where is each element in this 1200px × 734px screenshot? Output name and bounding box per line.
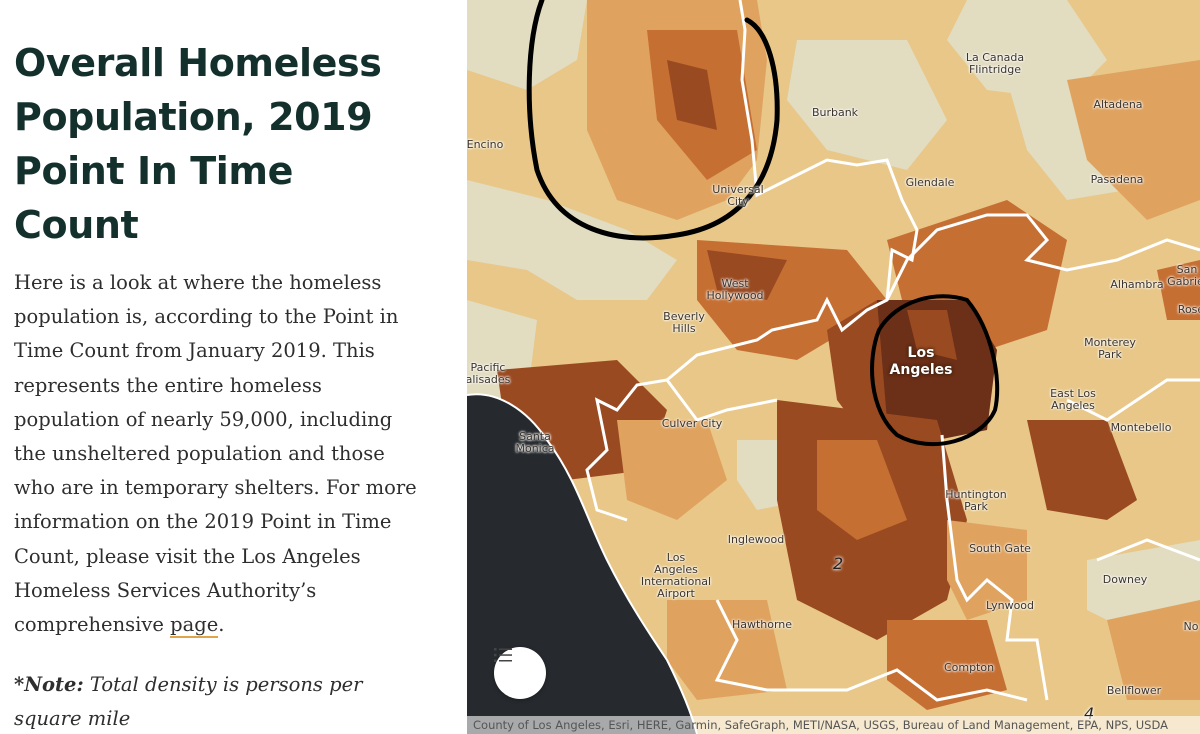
description-end: . [218,613,225,637]
story-sidebar: Overall Homeless Population, 2019 Point … [0,0,467,734]
district-boundary [1096,538,1200,562]
tract-mid [1067,60,1200,220]
marker-circle-valley [526,0,780,241]
place-lax: Los Angeles International Airport [640,551,712,600]
district-label-2: 2 [833,554,844,573]
tract-darker [907,310,957,360]
note-paragraph: *Note: Total density is persons per squa… [14,668,427,734]
district-boundary [665,379,778,422]
district-label-4: 4 [1084,704,1095,723]
note-text: Total density is persons per square mile [14,673,363,731]
tract-mid [1107,600,1200,700]
tract-darker [707,250,787,300]
place-santa-monica: Santa Monica [515,430,555,455]
map-attribution: County of Los Angeles, Esri, HERE, Garmi… [467,716,1200,734]
place-monterey-park: Monterey Park [1084,336,1136,361]
district-boundary [885,213,1200,301]
description-text: Here is a look at where the homeless pop… [14,271,417,637]
description-paragraph: Here is a look at where the homeless pop… [14,266,427,642]
tract-dark [1157,260,1200,320]
place-rosemead: Rose [1177,303,1200,316]
tract-lightest [467,180,677,300]
place-culver-city: Culver City [661,417,723,430]
list-icon [494,648,512,662]
place-south-gate: South Gate [969,542,1031,555]
choropleth-map[interactable]: La Canada Flintridge Burbank Altadena Enc… [467,0,1200,734]
place-east-los-angeles: East Los Angeles [1050,387,1096,412]
place-montebello: Montebello [1110,421,1172,434]
note-label: *Note: [14,673,84,697]
district-boundary [1066,378,1200,422]
district-boundary [585,0,919,522]
place-altadena: Altadena [1093,98,1143,111]
place-pasadena: Pasadena [1090,173,1144,186]
tract-dark [887,620,1007,710]
place-lynwood: Lynwood [985,599,1035,612]
place-compton: Compton [943,661,995,674]
place-inglewood: Inglewood [727,533,785,546]
tract-dark [817,440,907,540]
place-burbank: Burbank [811,106,859,119]
tract-darkest [877,300,997,440]
place-norwalk: No [1183,620,1199,633]
tract-darker [667,60,717,130]
place-downey: Downey [1102,573,1148,586]
place-pacific-palisades: Pacific alisades [467,361,511,386]
district-boundary [940,434,1049,701]
tract-lightest [787,40,947,170]
marker-circle-downtown [870,294,1000,447]
place-hawthorne: Hawthorne [731,618,793,631]
tract-mid [617,420,727,520]
place-bellflower: Bellflower [1106,684,1162,697]
place-alhambra: Alhambra [1110,278,1164,291]
map-canvas [467,0,1200,734]
legend-button[interactable] [494,647,546,699]
tract-darker [1027,420,1137,520]
place-encino: Encino [467,138,504,151]
tract-mid [667,600,787,700]
place-universal-city: Universal City [712,183,764,208]
place-huntington-park: Huntington Park [945,488,1007,513]
page-title: Overall Homeless Population, 2019 Point … [14,41,382,247]
lahsa-page-link[interactable]: page [170,613,219,639]
place-west-hollywood: West Hollywood [706,277,764,302]
district-boundary [714,599,1028,702]
tract-lightest [947,0,1107,100]
place-beverly-hills: Beverly Hills [663,310,705,335]
place-san-gabriel: SanGabriel [1167,263,1200,288]
place-la-canada: La Canada Flintridge [965,51,1025,76]
place-glendale: Glendale [905,176,955,189]
coastline [467,393,698,734]
tract-lightest [467,0,587,90]
place-los-angeles: Los Angeles [889,345,953,378]
